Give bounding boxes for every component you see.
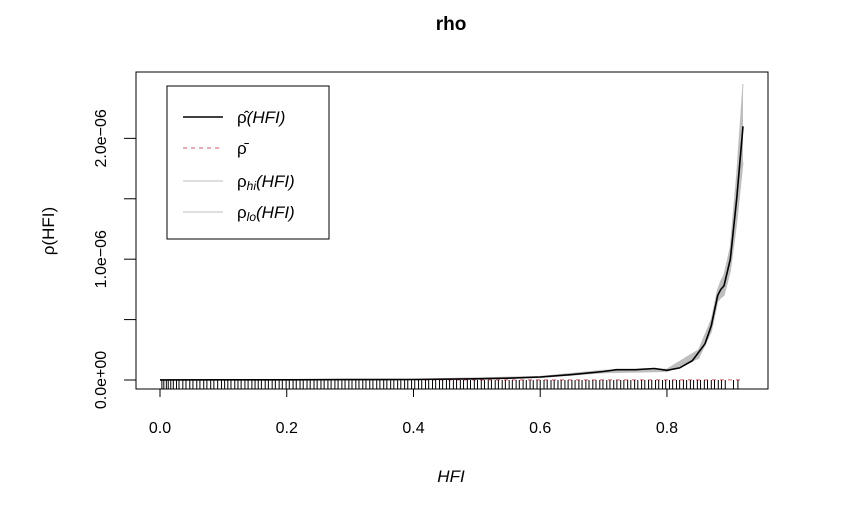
rug-marks bbox=[161, 380, 739, 389]
chart-title: rho bbox=[436, 14, 467, 35]
x-axis-label: HFI bbox=[437, 467, 465, 486]
x-axis: 0.0 0.2 0.4 0.6 0.8 bbox=[149, 388, 678, 437]
y-axis: 0.0e+00 1.0e−06 2.0e−06 bbox=[93, 109, 137, 409]
legend-label-rho-lo: ρlo(HFI) bbox=[237, 203, 295, 224]
y-tick-label: 2.0e−06 bbox=[93, 109, 110, 167]
legend-label-rho-hat: ρ̂(HFI) bbox=[237, 108, 285, 127]
series-lines bbox=[159, 83, 744, 381]
legend-label-rho-hi: ρhi(HFI) bbox=[237, 172, 295, 193]
x-tick-label: 0.8 bbox=[656, 420, 678, 437]
x-tick-label: 0.0 bbox=[149, 420, 171, 437]
x-tick-label: 0.2 bbox=[276, 420, 298, 437]
x-tick-label: 0.4 bbox=[402, 420, 424, 437]
y-tick-label: 0.0e+00 bbox=[93, 351, 110, 409]
series-line-rho-hat bbox=[159, 126, 744, 381]
legend-box bbox=[166, 85, 330, 240]
y-axis-label: ρ(HFI) bbox=[39, 207, 58, 255]
legend-label-rho-bar: ρ̄ bbox=[237, 139, 250, 158]
y-tick-label: 1.0e−06 bbox=[93, 230, 110, 288]
legend: ρ̂(HFI) ρ̄ ρhi(HFI) ρlo(HFI) bbox=[166, 85, 330, 240]
x-tick-label: 0.6 bbox=[529, 420, 551, 437]
